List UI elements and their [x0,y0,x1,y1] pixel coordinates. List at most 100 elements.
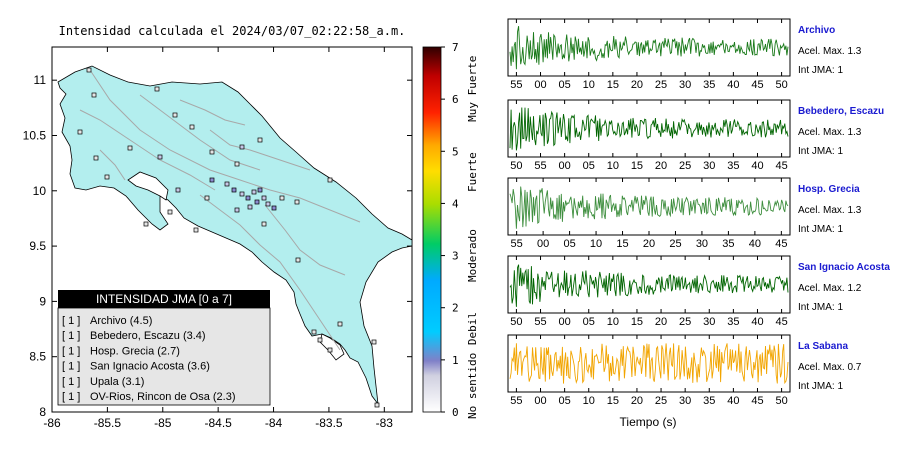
waveform-x-tick-label: 40 [751,160,763,172]
waveform-x-tick-label: 25 [679,160,691,172]
waveform-x-tick-label: 15 [607,79,619,91]
waveform-x-tick-label: 05 [559,395,571,407]
map-y-tick-label: 9.5 [29,239,46,253]
waveform-x-tick-label: 35 [727,160,739,172]
accel-max-label: Acel. Max. 1.3 [798,205,862,216]
colorbar-tick-label: 3 [452,250,459,263]
accel-max-label: Acel. Max. 1.3 [798,127,862,138]
waveform-x-tick-label: 20 [643,238,655,250]
waveform-trace [509,264,789,307]
colorbar-category-labels: Muy Fuerte Fuerte Moderado Debil No sentido [466,56,479,419]
waveform-x-tick-label: 45 [775,160,787,172]
map-x-tick-label: -83.5 [315,416,343,430]
waveform-x-tick-label: 10 [583,395,595,407]
accel-max-label: Acel. Max. 1.3 [798,46,862,57]
waveform-frame [507,99,791,158]
legend-item-count: [ 1 ] [62,376,80,388]
waveform-panel: 55 00 05 10 15 20 25 30 35 40 45 Hosp. Grecia Acel. … [507,177,862,250]
legend-item-count: [ 1 ] [62,330,80,342]
legend-item-label: Hosp. Grecia (2.7) [90,345,180,357]
waveform-x-tick-label: 10 [583,79,595,91]
colorbar-category-label: No sentido [466,353,479,419]
waveform-x-tick-label: 05 [583,160,595,172]
waveform-x-tick-label: 00 [559,316,571,328]
jma-intensity-label: Int JMA: 1 [798,302,843,313]
station-name: Hosp. Grecia [798,184,860,195]
waveform-x-tick-label: 25 [679,316,691,328]
waveform-x-tick-label: 50 [775,79,787,91]
waveform-x-tick-label: 00 [559,160,571,172]
map-panel: -86 -85.5 -85 -84.5 -84 -83.5 -83 11 10.5 10 9.5 9… [23,46,413,430]
waveform-panel: 50 55 00 05 10 15 20 25 30 35 40 45 Bebedero, Escazu… [507,99,884,172]
waveform-x-tick-label: 10 [590,238,602,250]
colorbar-tick-labels: 7 6 5 4 3 2 1 0 [441,41,459,419]
map-y-tick-label: 8 [39,405,46,419]
legend-item-label: OV-Rios, Rincon de Osa (2.3) [90,391,236,403]
waveform-trace [509,26,789,70]
colorbar-category-label: Debil [466,312,479,345]
colorbar-tick-label: 7 [452,41,459,54]
legend-item-label: Upala (3.1) [90,376,144,388]
map-x-tick-labels: -86 -85.5 -85 -84.5 -84 -83.5 -83 [43,416,393,430]
waveform-x-tick-label: 20 [655,316,667,328]
waveform-x-tick-label: 30 [703,316,715,328]
time-axis-label: Tiempo (s) [620,415,677,429]
legend-items: [ 1 ] Archivo (4.5) [ 1 ] Bebedero, Escazu … [62,315,236,403]
station-name: La Sabana [798,341,848,352]
waveform-x-tick-label: 00 [537,238,549,250]
waveform-x-tick-label: 05 [559,79,571,91]
accel-max-label: Acel. Max. 0.7 [798,362,862,373]
legend-header: INTENSIDAD JMA [0 a 7] [96,292,232,306]
waveform-x-tick-label: 55 [534,316,546,328]
waveform-x-tick-label: 20 [655,160,667,172]
colorbar: 7 6 5 4 3 2 1 0 Muy Fuerte Fuerte Moderado Debil No… [422,41,479,419]
waveform-x-tick-label: 30 [679,395,691,407]
waveform-x-tick-label: 35 [727,316,739,328]
waveform-x-tick-label: 20 [631,79,643,91]
map-x-tick-label: -83 [376,416,394,430]
waveform-x-tick-label: 35 [703,395,715,407]
jma-intensity-label: Int JMA: 1 [798,381,843,392]
colorbar-category-label: Fuerte [466,152,479,192]
map-y-tick-label: 10 [33,184,47,198]
waveform-x-tick-label: 55 [511,238,523,250]
waveform-frame [507,177,791,236]
map-y-tick-labels: 11 10.5 10 9.5 9 8.5 8 [23,73,47,419]
waveform-x-tick-label: 45 [751,79,763,91]
map-x-tick-label: -84.5 [204,416,232,430]
legend-item-label: Archivo (4.5) [90,315,152,327]
waveform-x-tick-label: 25 [655,79,667,91]
map-y-tick-label: 11 [34,73,47,87]
waveform-x-tick-label: 30 [679,79,691,91]
waveform-x-tick-label: 30 [703,160,715,172]
map-y-tick-label: 8.5 [29,350,46,364]
waveform-x-tick-label: 05 [563,238,575,250]
jma-intensity-label: Int JMA: 1 [798,65,843,76]
colorbar-category-label: Moderado [466,229,479,282]
colorbar-gradient [422,46,442,413]
legend-item-label: San Ignacio Acosta (3.6) [90,361,210,373]
map-x-tick-label: -86 [43,416,61,430]
station-name: Bebedero, Escazu [798,106,884,117]
waveform-frame [507,18,791,77]
colorbar-tick-label: 4 [452,197,459,210]
colorbar-tick-label: 6 [452,93,459,106]
map-axis-ticks [51,47,412,413]
waveform-x-tick-label: 00 [534,79,546,91]
waveform-x-tick-label: 40 [749,238,761,250]
station-name: Archivo [798,25,835,36]
legend-header-bg [58,290,270,308]
map-x-tick-label: -85 [154,416,172,430]
waveform-x-tick-label: 35 [703,79,715,91]
waveform-x-tick-label: 40 [727,395,739,407]
legend-item-label: Bebedero, Escazu (3.4) [90,330,206,342]
map-y-tick-label: 9 [39,294,46,308]
map-x-tick-label: -85.5 [94,416,122,430]
jma-intensity-label: Int JMA: 1 [798,224,843,235]
waveform-x-tick-label: 30 [696,238,708,250]
map-title: Intensidad calculada el 2024/03/07_02:22… [59,24,406,38]
legend-item-count: [ 1 ] [62,315,80,327]
legend-item-count: [ 1 ] [62,361,80,373]
waveform-x-tick-label: 45 [775,238,787,250]
